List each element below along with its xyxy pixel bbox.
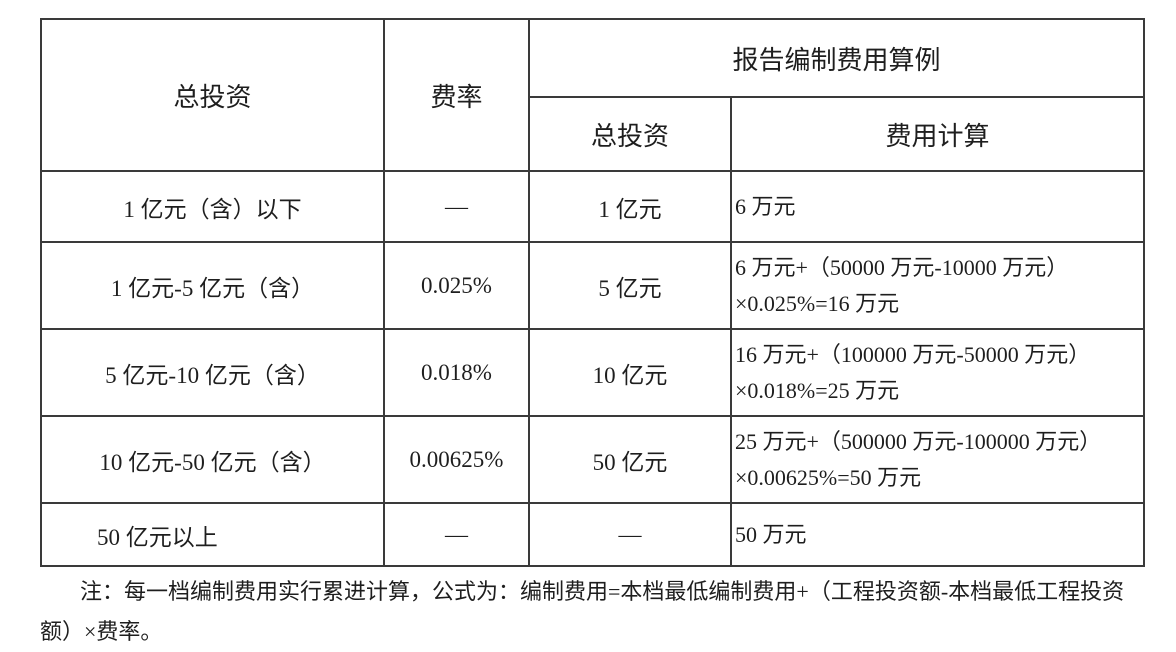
table-row: 10 亿元-50 亿元（含） 0.00625% 50 亿元 25 万元+（500…	[40, 415, 1146, 504]
calc-line: 25 万元+（500000 万元-100000 万元）	[735, 428, 1102, 454]
range-cell: 5 亿元-10 亿元（含）	[40, 328, 385, 417]
calc-cell: 6 万元	[729, 170, 1146, 243]
footnote: 注：每一档编制费用实行累进计算，公式为：编制费用=本档最低编制费用+（工程投资额…	[40, 579, 1125, 644]
calc-line: 16 万元+（100000 万元-50000 万元）	[735, 341, 1091, 367]
table-row: 50 亿元以上 — — 50 万元	[40, 502, 1146, 567]
fee-table: 总投资 费率 报告编制费用算例 总投资 费用计算 1 亿元（含）以下 — 1 亿…	[40, 18, 1146, 567]
header-example-investment: 总投资	[528, 96, 732, 172]
calc-cell: 16 万元+（100000 万元-50000 万元） ×0.018%=25 万元	[729, 328, 1146, 417]
table-row: 1 亿元-5 亿元（含） 0.025% 5 亿元 6 万元+（50000 万元-…	[40, 241, 1146, 330]
calc-cell: 50 万元	[729, 502, 1146, 567]
header-fee-calculation: 费用计算	[729, 96, 1146, 172]
rate-cell: —	[383, 502, 530, 567]
calc-line: 6 万元+（50000 万元-10000 万元）	[735, 254, 1069, 280]
range-cell: 50 亿元以上	[40, 502, 385, 567]
table-row: 5 亿元-10 亿元（含） 0.018% 10 亿元 16 万元+（100000…	[40, 328, 1146, 417]
rate-cell: —	[383, 170, 530, 243]
calc-cell: 25 万元+（500000 万元-100000 万元） ×0.00625%=50 …	[729, 415, 1146, 504]
header-example-group: 报告编制费用算例	[527, 18, 1146, 98]
investment-cell: 1 亿元	[528, 170, 732, 243]
investment-cell: —	[528, 502, 732, 567]
rate-cell: 0.025%	[383, 241, 530, 330]
range-cell: 10 亿元-50 亿元（含）	[40, 415, 385, 504]
table-row: 1 亿元（含）以下 — 1 亿元 6 万元	[40, 170, 1146, 243]
investment-cell: 10 亿元	[528, 328, 732, 417]
range-cell: 1 亿元（含）以下	[40, 170, 385, 243]
range-cell: 1 亿元-5 亿元（含）	[40, 241, 385, 330]
calc-line: 6 万元	[735, 193, 796, 219]
rate-cell: 0.00625%	[383, 415, 530, 504]
calc-line: ×0.025%=16 万元	[735, 290, 900, 316]
calc-line: ×0.00625%=50 万元	[735, 464, 922, 490]
investment-cell: 5 亿元	[528, 241, 732, 330]
investment-cell: 50 亿元	[528, 415, 732, 504]
header-rate: 费率	[383, 18, 530, 172]
calc-cell: 6 万元+（50000 万元-10000 万元） ×0.025%=16 万元	[729, 241, 1146, 330]
rate-cell: 0.018%	[383, 328, 530, 417]
calc-line: 50 万元	[735, 521, 807, 547]
header-total-investment: 总投资	[40, 18, 385, 172]
calc-line: ×0.018%=25 万元	[735, 377, 900, 403]
